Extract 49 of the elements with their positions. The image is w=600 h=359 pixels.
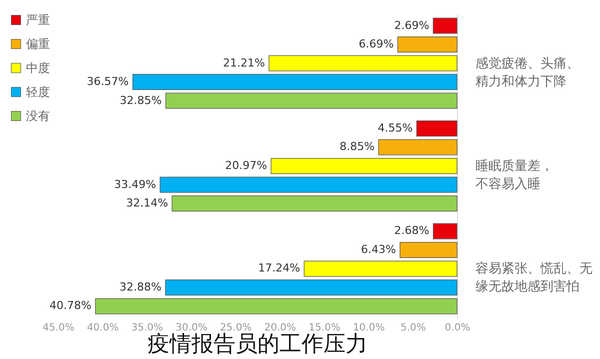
bar: [270, 158, 458, 174]
legend-label: 轻度: [26, 85, 50, 99]
x-tick-label: 30.0%: [176, 322, 208, 334]
x-tick-label: 40.0%: [86, 322, 119, 334]
data-label: 17.24%: [258, 262, 300, 275]
data-label: 33.49%: [114, 178, 156, 191]
legend-label: 偏重: [26, 37, 50, 51]
data-label: 6.43%: [361, 242, 396, 256]
data-label: 20.97%: [225, 159, 268, 172]
bar: [268, 55, 458, 72]
data-label: 21.21%: [222, 56, 265, 70]
data-label: 2.69%: [394, 18, 430, 32]
x-tick-label: 35.0%: [131, 322, 164, 334]
bar: [132, 74, 458, 90]
legend-label: 没有: [26, 109, 50, 123]
data-label: 2.68%: [394, 224, 430, 238]
x-tick-label: 25.0%: [220, 322, 252, 334]
bar: [432, 18, 458, 34]
x-tick-label: 20.0%: [264, 322, 296, 334]
bar: [432, 223, 458, 240]
bar: [378, 139, 458, 156]
legend-label: 严重: [26, 13, 50, 27]
legend-label: 中度: [26, 61, 50, 75]
data-label: 4.55%: [378, 122, 413, 134]
x-tick-label: 10.0%: [352, 322, 385, 334]
y-tick-label: 容易紧张、慌乱、无缘无故地感到害怕: [476, 260, 592, 295]
x-tick-label: 45.0%: [42, 322, 74, 334]
bar: [165, 279, 458, 296]
x-tick-label: 0.0%: [444, 322, 470, 334]
bar: [95, 298, 458, 314]
data-label: 32.88%: [120, 280, 162, 294]
x-tick-label: 15.0%: [308, 322, 340, 334]
data-label: 6.69%: [358, 38, 394, 51]
data-label: 40.78%: [49, 299, 92, 312]
bar: [397, 36, 458, 53]
data-label: 32.14%: [126, 196, 168, 210]
bar: [400, 242, 458, 258]
bar: [160, 176, 458, 193]
bar: [416, 120, 458, 136]
x-tick-label: 5.0%: [400, 322, 426, 334]
bar: [304, 260, 458, 277]
bar: [165, 92, 458, 109]
text: 疫情报告员的工作压力: [148, 332, 368, 357]
bar: [172, 196, 458, 212]
y-tick-label: 睡眠质量差，不容易入睡: [476, 159, 554, 192]
y-tick-label: 感觉疲倦、头痛、精力和体力下降: [476, 56, 580, 90]
data-label: 32.85%: [120, 94, 162, 107]
data-label: 8.85%: [340, 140, 375, 154]
data-label: 36.57%: [86, 75, 129, 88]
